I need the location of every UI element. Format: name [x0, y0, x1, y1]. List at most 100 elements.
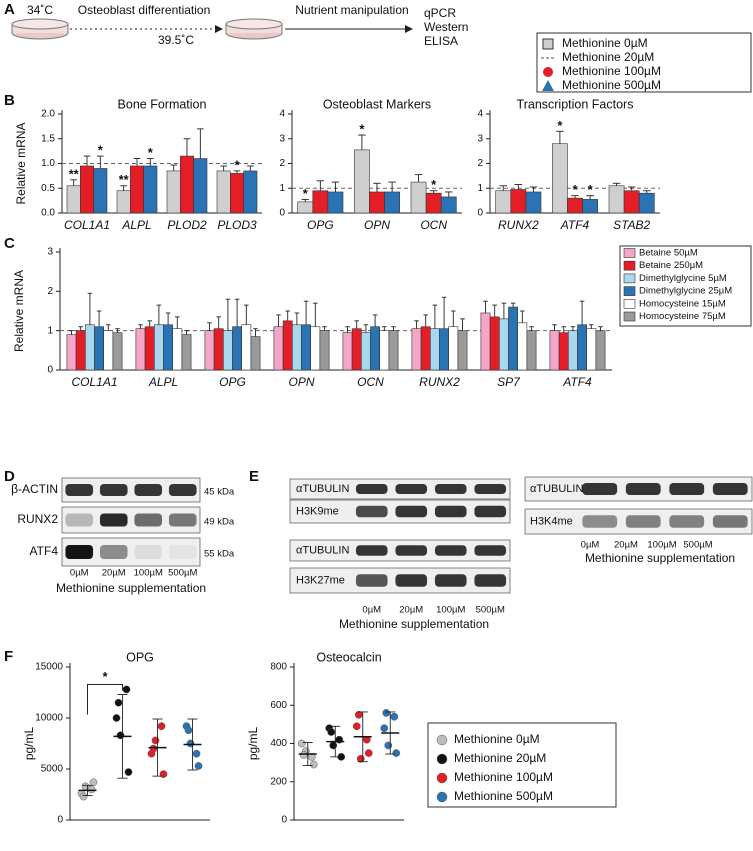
blot-band — [625, 515, 661, 528]
x-tick-label: PLOD2 — [167, 218, 207, 232]
y-tick-label: 1 — [279, 183, 285, 194]
data-point — [159, 770, 168, 778]
legend-box — [536, 32, 752, 93]
significance-marker: ** — [119, 172, 130, 187]
bar — [291, 324, 302, 371]
bar — [510, 189, 527, 214]
legend-box — [619, 245, 752, 327]
culture-dish — [11, 18, 69, 40]
data-point — [186, 739, 195, 748]
data-point — [89, 778, 98, 787]
legend-marker — [436, 753, 448, 765]
y-tick-label: 0 — [47, 365, 53, 376]
temperature: 34˚C — [27, 3, 53, 17]
blot-label: β-ACTIN — [11, 482, 58, 496]
bar — [193, 158, 208, 214]
lane-label: 0µM — [70, 568, 89, 579]
data-point — [192, 749, 201, 758]
bar — [66, 185, 81, 214]
significance-bracket — [87, 684, 123, 715]
y-tick-label: 200 — [270, 776, 287, 787]
bar — [489, 316, 500, 371]
bar — [379, 330, 390, 371]
bar — [319, 330, 330, 371]
bar — [103, 330, 114, 371]
data-point — [299, 751, 308, 759]
x-tick-label: OPN — [364, 218, 390, 232]
bar — [130, 165, 144, 214]
size-label: 45 kDa — [204, 487, 235, 498]
panel-label: E — [249, 468, 259, 485]
bar — [410, 181, 427, 214]
legend-marker — [436, 772, 448, 784]
lane-label: 500µM — [683, 540, 712, 551]
bar — [498, 318, 509, 371]
lane-label: 100µM — [647, 540, 676, 551]
bar — [135, 328, 146, 371]
data-point — [327, 728, 336, 736]
data-point — [194, 762, 203, 770]
bar — [310, 326, 321, 371]
bar — [558, 332, 569, 371]
legend-label: Methionine 20µM — [562, 50, 654, 64]
blot-band — [65, 484, 94, 496]
blot-band — [355, 545, 388, 556]
bar — [166, 170, 181, 214]
data-point — [81, 782, 90, 791]
bar — [143, 165, 158, 214]
x-tick-label: COL1A1 — [64, 218, 110, 232]
lane-label: 500µM — [476, 605, 505, 616]
blot-band — [355, 505, 388, 518]
bar — [440, 196, 457, 214]
legend-marker — [623, 248, 636, 258]
bar — [360, 332, 371, 371]
blot-band — [134, 545, 163, 559]
blot-label: ATF4 — [30, 544, 59, 558]
blot-band — [582, 515, 618, 528]
blot-band — [474, 484, 507, 494]
bar — [525, 191, 542, 214]
bar — [75, 330, 86, 371]
significance-marker: * — [572, 182, 578, 197]
bar — [93, 168, 108, 214]
bar — [112, 332, 123, 371]
significance-marker: * — [148, 145, 154, 160]
bar — [213, 328, 224, 371]
legend-marker — [436, 791, 448, 803]
x-tick-label: RUNX2 — [419, 375, 460, 389]
bar — [216, 170, 231, 214]
blot-label: αTUBULIN — [296, 483, 349, 495]
data-point — [329, 741, 338, 750]
blot-label: H3K4me — [530, 515, 573, 527]
bar — [586, 328, 597, 371]
significance-marker: * — [588, 182, 594, 197]
x-tick-label: ATF4 — [560, 218, 590, 232]
data-point — [380, 724, 389, 733]
bar — [181, 334, 192, 371]
size-label: 55 kDa — [204, 549, 235, 560]
blot-band — [434, 574, 467, 587]
y-tick-label: 2 — [477, 158, 483, 169]
data-point — [364, 749, 373, 757]
bar — [425, 192, 442, 214]
bar — [448, 326, 459, 371]
size-label: 49 kDa — [204, 517, 235, 528]
culture-dish — [225, 18, 283, 40]
bar — [282, 320, 293, 371]
blot-band — [712, 515, 748, 528]
readout: qPCR — [424, 6, 456, 20]
bar — [411, 328, 422, 371]
bar — [243, 170, 258, 214]
bar — [66, 334, 77, 371]
bar — [116, 190, 131, 214]
bar — [370, 326, 380, 371]
readout: Western — [424, 20, 468, 34]
bar — [595, 330, 606, 371]
y-tick-label: 3 — [47, 247, 53, 258]
blot-band — [712, 483, 748, 495]
blot-label: RUNX2 — [17, 512, 58, 526]
bar — [552, 143, 568, 214]
legend-label: Methionine 0µM — [454, 732, 540, 746]
y-axis-label: pg/mL — [22, 727, 36, 761]
